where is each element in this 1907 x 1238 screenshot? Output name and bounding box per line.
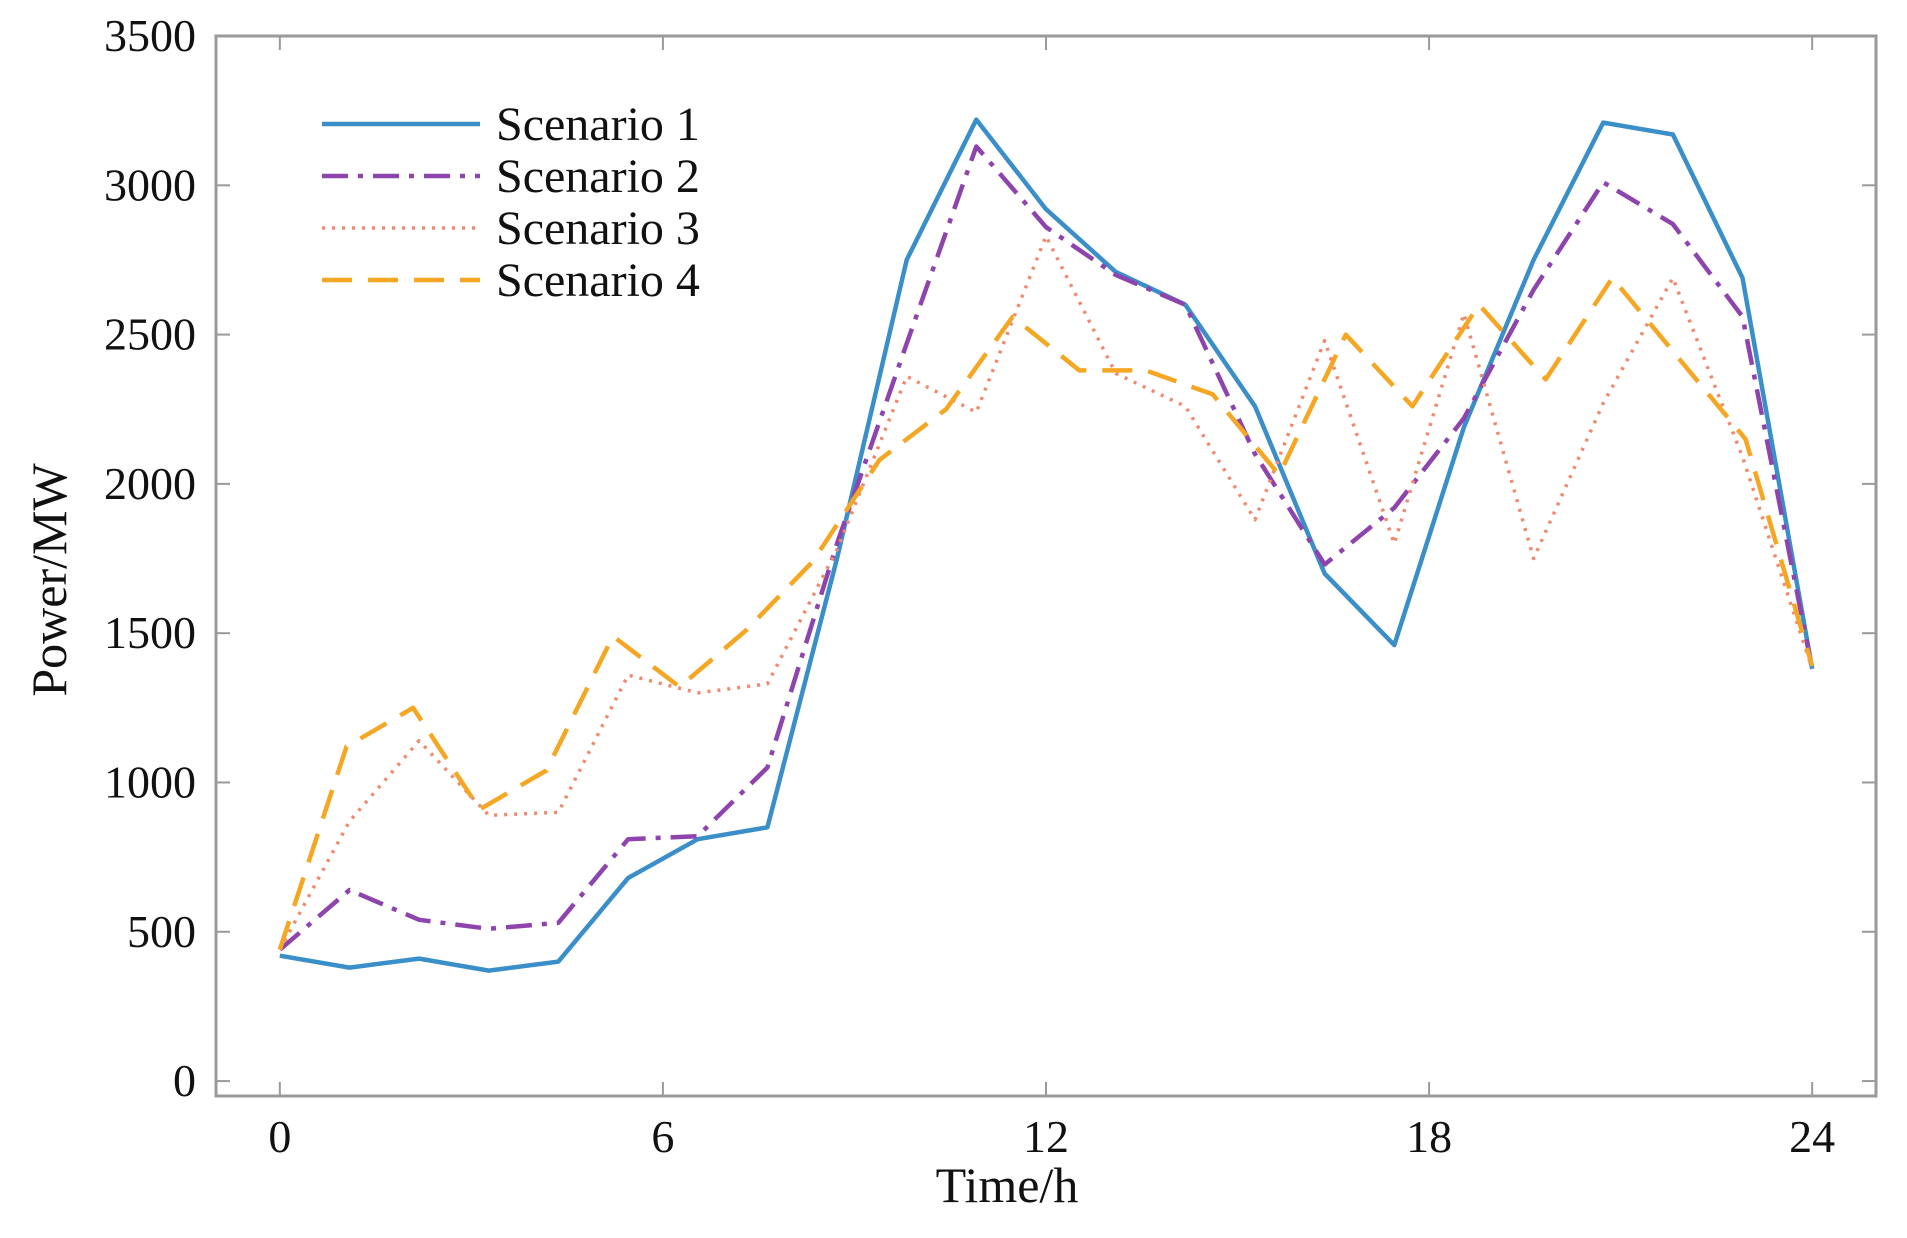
y-axis-title: Power/MW — [21, 463, 77, 697]
x-axis-title: Time/h — [936, 1157, 1079, 1213]
series-line-2 — [278, 144, 1815, 952]
legend-label-2: Scenario 2 — [496, 150, 700, 203]
legend-label-4: Scenario 4 — [496, 254, 700, 307]
y-tick-label: 500 — [127, 906, 196, 957]
y-tick-label: 3500 — [104, 10, 196, 61]
x-tick-label: 6 — [651, 1111, 674, 1162]
series-line-1 — [279, 117, 1815, 973]
legend-label-1: Scenario 1 — [496, 98, 700, 151]
x-tick-label: 0 — [268, 1111, 291, 1162]
x-tick-label: 18 — [1406, 1111, 1452, 1162]
series-line-4 — [277, 275, 1815, 951]
y-ticks: 0 500 1000 1500 2000 2500 3000 3500 — [104, 10, 1876, 1106]
x-ticks: 0 6 12 18 24 — [268, 36, 1835, 1162]
y-tick-label: 3000 — [104, 159, 196, 210]
legend-label-3: Scenario 3 — [496, 202, 700, 255]
y-tick-label: 0 — [173, 1055, 196, 1106]
x-tick-label: 12 — [1023, 1111, 1069, 1162]
y-tick-label: 2000 — [104, 458, 196, 509]
y-tick-label: 1000 — [104, 756, 196, 807]
x-tick-label: 24 — [1789, 1111, 1835, 1162]
y-tick-label: 2500 — [104, 309, 196, 360]
series-line-3 — [278, 234, 1814, 951]
y-tick-label: 1500 — [104, 607, 196, 658]
series-lines — [277, 117, 1815, 973]
